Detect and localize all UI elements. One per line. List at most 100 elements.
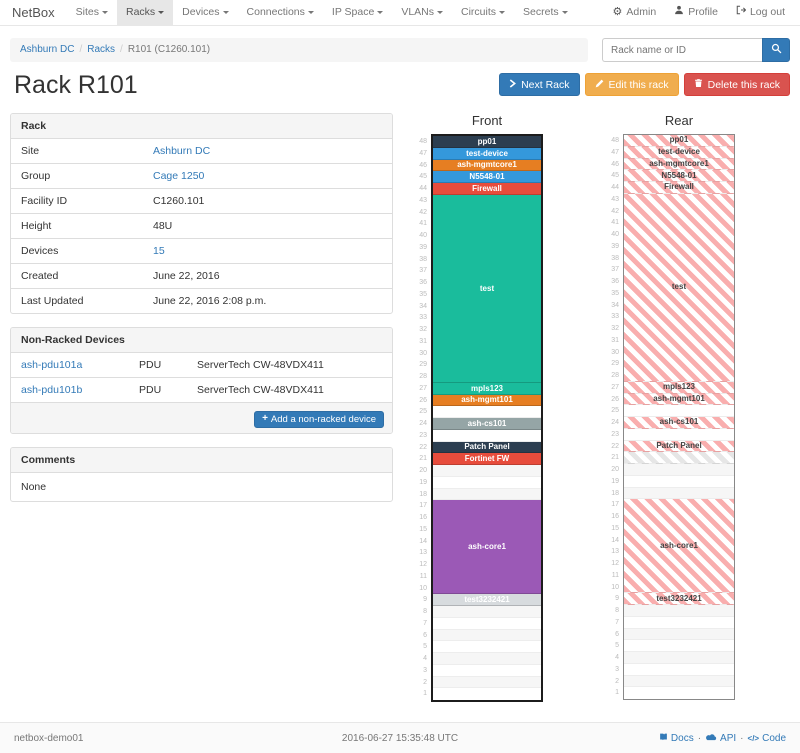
empty-unit-slot[interactable] [433, 665, 541, 677]
empty-unit-slot[interactable] [624, 487, 734, 500]
device-block-ash-mgmt101[interactable]: ash-mgmt101 [624, 393, 734, 406]
attr-value: C1260.101 [143, 188, 392, 214]
nav-item-secrets[interactable]: Secrets [514, 0, 577, 25]
empty-unit-slot[interactable] [433, 430, 541, 442]
empty-unit-slot[interactable] [624, 464, 734, 476]
next-rack-button[interactable]: Next Rack [499, 73, 580, 96]
footer-docs-link[interactable]: Docs [659, 732, 694, 745]
edit-rack-button[interactable]: Edit this rack [584, 73, 679, 96]
device-block-mpls123[interactable]: mpls123 [433, 382, 541, 395]
attr-value: Cage 1250 [143, 163, 392, 189]
device-block-ash-cs101[interactable]: ash-cs101 [433, 418, 541, 430]
device-block-test3232421[interactable]: test3232421 [624, 593, 734, 605]
empty-unit-slot[interactable] [433, 688, 541, 700]
empty-unit-slot[interactable] [624, 605, 734, 617]
empty-unit-slot[interactable] [624, 628, 734, 641]
device-block-fortinet-fw[interactable] [624, 452, 734, 464]
device-block-patch-panel[interactable]: Patch Panel [624, 440, 734, 453]
nav-item-connections[interactable]: Connections [238, 0, 323, 25]
empty-unit-slot[interactable] [624, 687, 734, 699]
unit-number: 10 [419, 584, 427, 592]
device-model: ServerTech CW-48VDX411 [187, 377, 392, 402]
delete-rack-button[interactable]: Delete this rack [683, 73, 790, 96]
device-block-n5548-01[interactable]: N5548-01 [433, 171, 541, 183]
attr-value-link[interactable]: Cage 1250 [153, 170, 205, 182]
empty-unit-slot[interactable] [624, 664, 734, 676]
rack-attr-row: Height 48U [11, 213, 392, 239]
empty-unit-slot[interactable] [433, 618, 541, 630]
brand-netbox[interactable]: NetBox [12, 5, 55, 20]
device-block-test[interactable]: test [433, 194, 541, 383]
empty-unit-slot[interactable] [624, 675, 734, 688]
empty-unit-slot[interactable] [624, 617, 734, 629]
device-block-ash-core1[interactable]: ash-core1 [624, 499, 734, 594]
device-link[interactable]: ash-pdu101b [21, 384, 83, 396]
device-block-n5548-01[interactable]: N5548-01 [624, 170, 734, 182]
device-block-ash-mgmtcore1[interactable]: ash-mgmtcore1 [624, 158, 734, 171]
footer-code-link[interactable]: </> Code [747, 732, 786, 744]
breadcrumb: Ashburn DC / Racks / R101 (C1260.101) [10, 38, 588, 62]
add-nonracked-device-button[interactable]: + Add a non-racked device [254, 410, 384, 428]
empty-unit-slot[interactable] [433, 477, 541, 489]
rack-search [602, 38, 790, 62]
device-block-test-device[interactable]: test-device [624, 146, 734, 159]
empty-unit-slot[interactable] [433, 488, 541, 501]
nav-item-racks[interactable]: Racks [116, 0, 174, 25]
empty-unit-slot[interactable] [433, 629, 541, 642]
attr-value-link[interactable]: 15 [153, 245, 165, 257]
device-block-firewall[interactable]: Firewall [624, 182, 734, 194]
empty-unit-slot[interactable] [433, 606, 541, 618]
breadcrumb-racks-link[interactable]: Racks [87, 44, 116, 55]
rack-attr-row: Devices 15 [11, 238, 392, 264]
nav-item-ip-space[interactable]: IP Space [323, 0, 392, 25]
device-block-ash-core1[interactable]: ash-core1 [433, 500, 541, 595]
empty-unit-slot[interactable] [624, 429, 734, 441]
footer-api-link[interactable]: API [705, 733, 736, 744]
nav-item-sites[interactable]: Sites [67, 0, 117, 25]
device-block-patch-panel[interactable]: Patch Panel [433, 441, 541, 454]
device-block-ash-cs101[interactable]: ash-cs101 [624, 417, 734, 429]
empty-unit-slot[interactable] [624, 405, 734, 417]
device-block-firewall[interactable]: Firewall [433, 183, 541, 195]
breadcrumb-site-link[interactable]: Ashburn DC [20, 44, 75, 55]
device-block-pp01[interactable]: pp01 [433, 136, 541, 148]
device-block-mpls123[interactable]: mpls123 [624, 381, 734, 394]
nav-item-circuits[interactable]: Circuits [452, 0, 514, 25]
attr-value-link[interactable]: Ashburn DC [153, 145, 211, 157]
unit-number: 17 [419, 502, 427, 510]
nav-item-logout[interactable]: Log out [727, 0, 794, 25]
device-block-test-device[interactable]: test-device [433, 147, 541, 160]
nav-item-admin[interactable]: ⚙ Admin [612, 6, 657, 18]
nav-item-vlans[interactable]: VLANs [392, 0, 452, 25]
empty-unit-slot[interactable] [433, 641, 541, 653]
device-block-fortinet-fw[interactable]: Fortinet FW [433, 453, 541, 465]
nav-item-profile[interactable]: Profile [665, 0, 727, 25]
comments-panel: Comments None [10, 446, 393, 502]
device-link[interactable]: ash-pdu101a [21, 359, 83, 371]
unit-number: 17 [611, 501, 619, 509]
empty-unit-slot[interactable] [624, 652, 734, 664]
device-block-ash-mgmt101[interactable]: ash-mgmt101 [433, 394, 541, 407]
unit-number: 28 [419, 373, 427, 380]
unit-number: 25 [611, 407, 619, 415]
empty-unit-slot[interactable] [624, 476, 734, 488]
device-block-ash-mgmtcore1[interactable]: ash-mgmtcore1 [433, 159, 541, 172]
unit-number: 14 [419, 537, 427, 545]
book-icon [659, 732, 668, 745]
search-button[interactable] [762, 38, 790, 62]
rack-search-input[interactable] [602, 38, 762, 62]
unit-number: 1 [423, 690, 427, 698]
empty-unit-slot[interactable] [433, 406, 541, 418]
attr-label: Devices [11, 238, 143, 264]
device-block-test3232421[interactable]: test3232421 [433, 594, 541, 606]
empty-unit-slot[interactable] [624, 640, 734, 652]
device-block-pp01[interactable]: pp01 [624, 135, 734, 147]
empty-unit-slot[interactable] [433, 676, 541, 689]
plus-icon: + [262, 413, 268, 424]
empty-unit-slot[interactable] [433, 465, 541, 477]
unit-number: 30 [419, 349, 427, 357]
empty-unit-slot[interactable] [433, 653, 541, 665]
device-block-test[interactable]: test [624, 193, 734, 382]
nav-item-devices[interactable]: Devices [173, 0, 237, 25]
unit-number: 3 [615, 665, 619, 673]
